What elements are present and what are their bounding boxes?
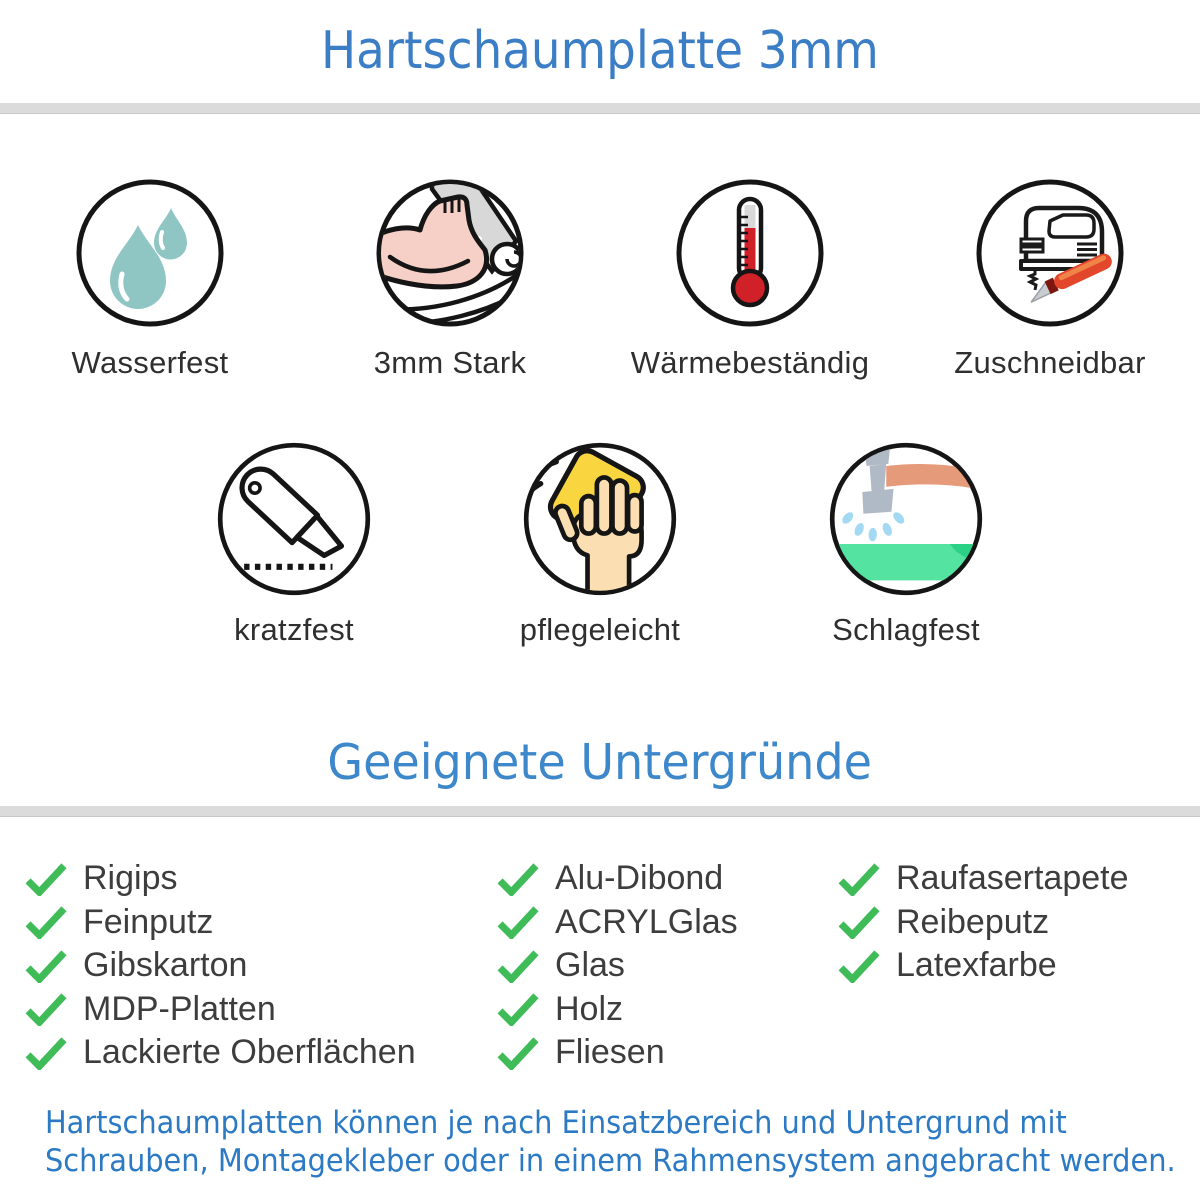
page-title: Hartschaumplatte 3mm [0, 20, 1200, 82]
substrate-column-1: Rigips Feinputz Gibskarton MDP-Platten L… [25, 857, 416, 1075]
substrate-column-2: Alu-Dibond ACRYLGlas Glas Holz Fliesen [497, 857, 738, 1075]
jigsaw-cutter-icon [976, 179, 1124, 327]
list-item-label: ACRYLGlas [555, 902, 738, 941]
checkmark-icon [497, 906, 539, 940]
feature-label: kratzfest [234, 612, 354, 647]
footer-note: Hartschaumplatten können je nach Einsatz… [45, 1104, 1200, 1180]
list-item-label: MDP-Platten [83, 989, 276, 1028]
feature-pflegeleicht: pflegeleicht [447, 440, 753, 648]
list-item-label: Fliesen [555, 1033, 665, 1072]
list-item-label: Feinputz [83, 902, 214, 941]
feature-label: pflegeleicht [519, 612, 681, 647]
list-item: Rigips [25, 857, 416, 901]
feature-3mm-stark: 3mm Stark [300, 177, 600, 381]
hand-cloth-icon [523, 442, 677, 596]
list-item-label: Rigips [83, 859, 178, 898]
hammer-icon [829, 442, 983, 596]
list-item: Glas [497, 944, 738, 988]
list-item-label: Reibeputz [896, 902, 1050, 941]
water-drops-icon [76, 179, 224, 327]
feature-label: Wärmebeständig [630, 345, 870, 380]
features-row-1: Wasserfest 3mm Stark [0, 177, 1200, 381]
feature-schlagfest: Schlagfest [753, 440, 1059, 648]
page-title-text: Hartschaumplatte 3mm [321, 21, 879, 81]
list-item-label: Latexfarbe [896, 946, 1057, 985]
list-item: ACRYLGlas [497, 901, 738, 945]
list-item-label: Lackierte Oberflächen [83, 1033, 416, 1072]
checkmark-icon [497, 993, 539, 1027]
feature-label: Schlagfest [832, 612, 980, 647]
checkmark-icon [838, 906, 880, 940]
substrate-column-3: Raufasertapete Reibeputz Latexfarbe [838, 857, 1129, 988]
footer-line-1: Hartschaumplatten können je nach Einsatz… [45, 1105, 1067, 1141]
list-item: Gibskarton [25, 944, 416, 988]
features-row-2: kratzfest pflegeleicht [0, 440, 1200, 648]
thermometer-icon [676, 179, 824, 327]
divider-top [0, 103, 1200, 114]
checkmark-icon [838, 950, 880, 983]
list-item-label: Gibskarton [83, 946, 248, 985]
checkmark-icon [497, 950, 539, 983]
checkmark-icon [497, 1037, 539, 1070]
divider-middle [0, 806, 1200, 817]
feature-waermebestaendig: Wärmebeständig [600, 177, 900, 381]
section-title: Geeignete Untergründe [0, 734, 1200, 792]
list-item: Holz [497, 988, 738, 1032]
list-item: Lackierte Oberflächen [25, 1031, 416, 1075]
feature-wasserfest: Wasserfest [0, 177, 300, 381]
list-item: Alu-Dibond [497, 857, 738, 901]
list-item-label: Glas [555, 946, 625, 985]
feature-kratzfest: kratzfest [141, 440, 447, 648]
feature-label: 3mm Stark [373, 345, 527, 380]
checkmark-icon [497, 863, 539, 896]
list-item: MDP-Platten [25, 988, 416, 1032]
list-item: Reibeputz [838, 901, 1129, 945]
list-item-label: Alu-Dibond [555, 859, 724, 898]
feature-label: Zuschneidbar [954, 345, 1146, 380]
footer-line-2: Schrauben, Montagekleber oder in einem R… [45, 1143, 1176, 1179]
list-item: Latexfarbe [838, 944, 1129, 988]
checkmark-icon [25, 906, 67, 940]
checkmark-icon [25, 863, 67, 896]
checkmark-icon [25, 950, 67, 983]
list-item: Fliesen [497, 1031, 738, 1075]
checkmark-icon [25, 1037, 67, 1070]
list-item: Raufasertapete [838, 857, 1129, 901]
list-item-label: Holz [555, 989, 624, 1028]
muscle-arm-icon [376, 179, 524, 327]
feature-label: Wasserfest [71, 345, 229, 380]
list-item-label: Raufasertapete [896, 859, 1129, 898]
checkmark-icon [25, 993, 67, 1027]
utility-knife-icon [217, 442, 371, 596]
section-title-text: Geeignete Untergründe [327, 734, 873, 791]
list-item: Feinputz [25, 901, 416, 945]
feature-zuschneidbar: Zuschneidbar [900, 177, 1200, 381]
checkmark-icon [838, 863, 880, 896]
